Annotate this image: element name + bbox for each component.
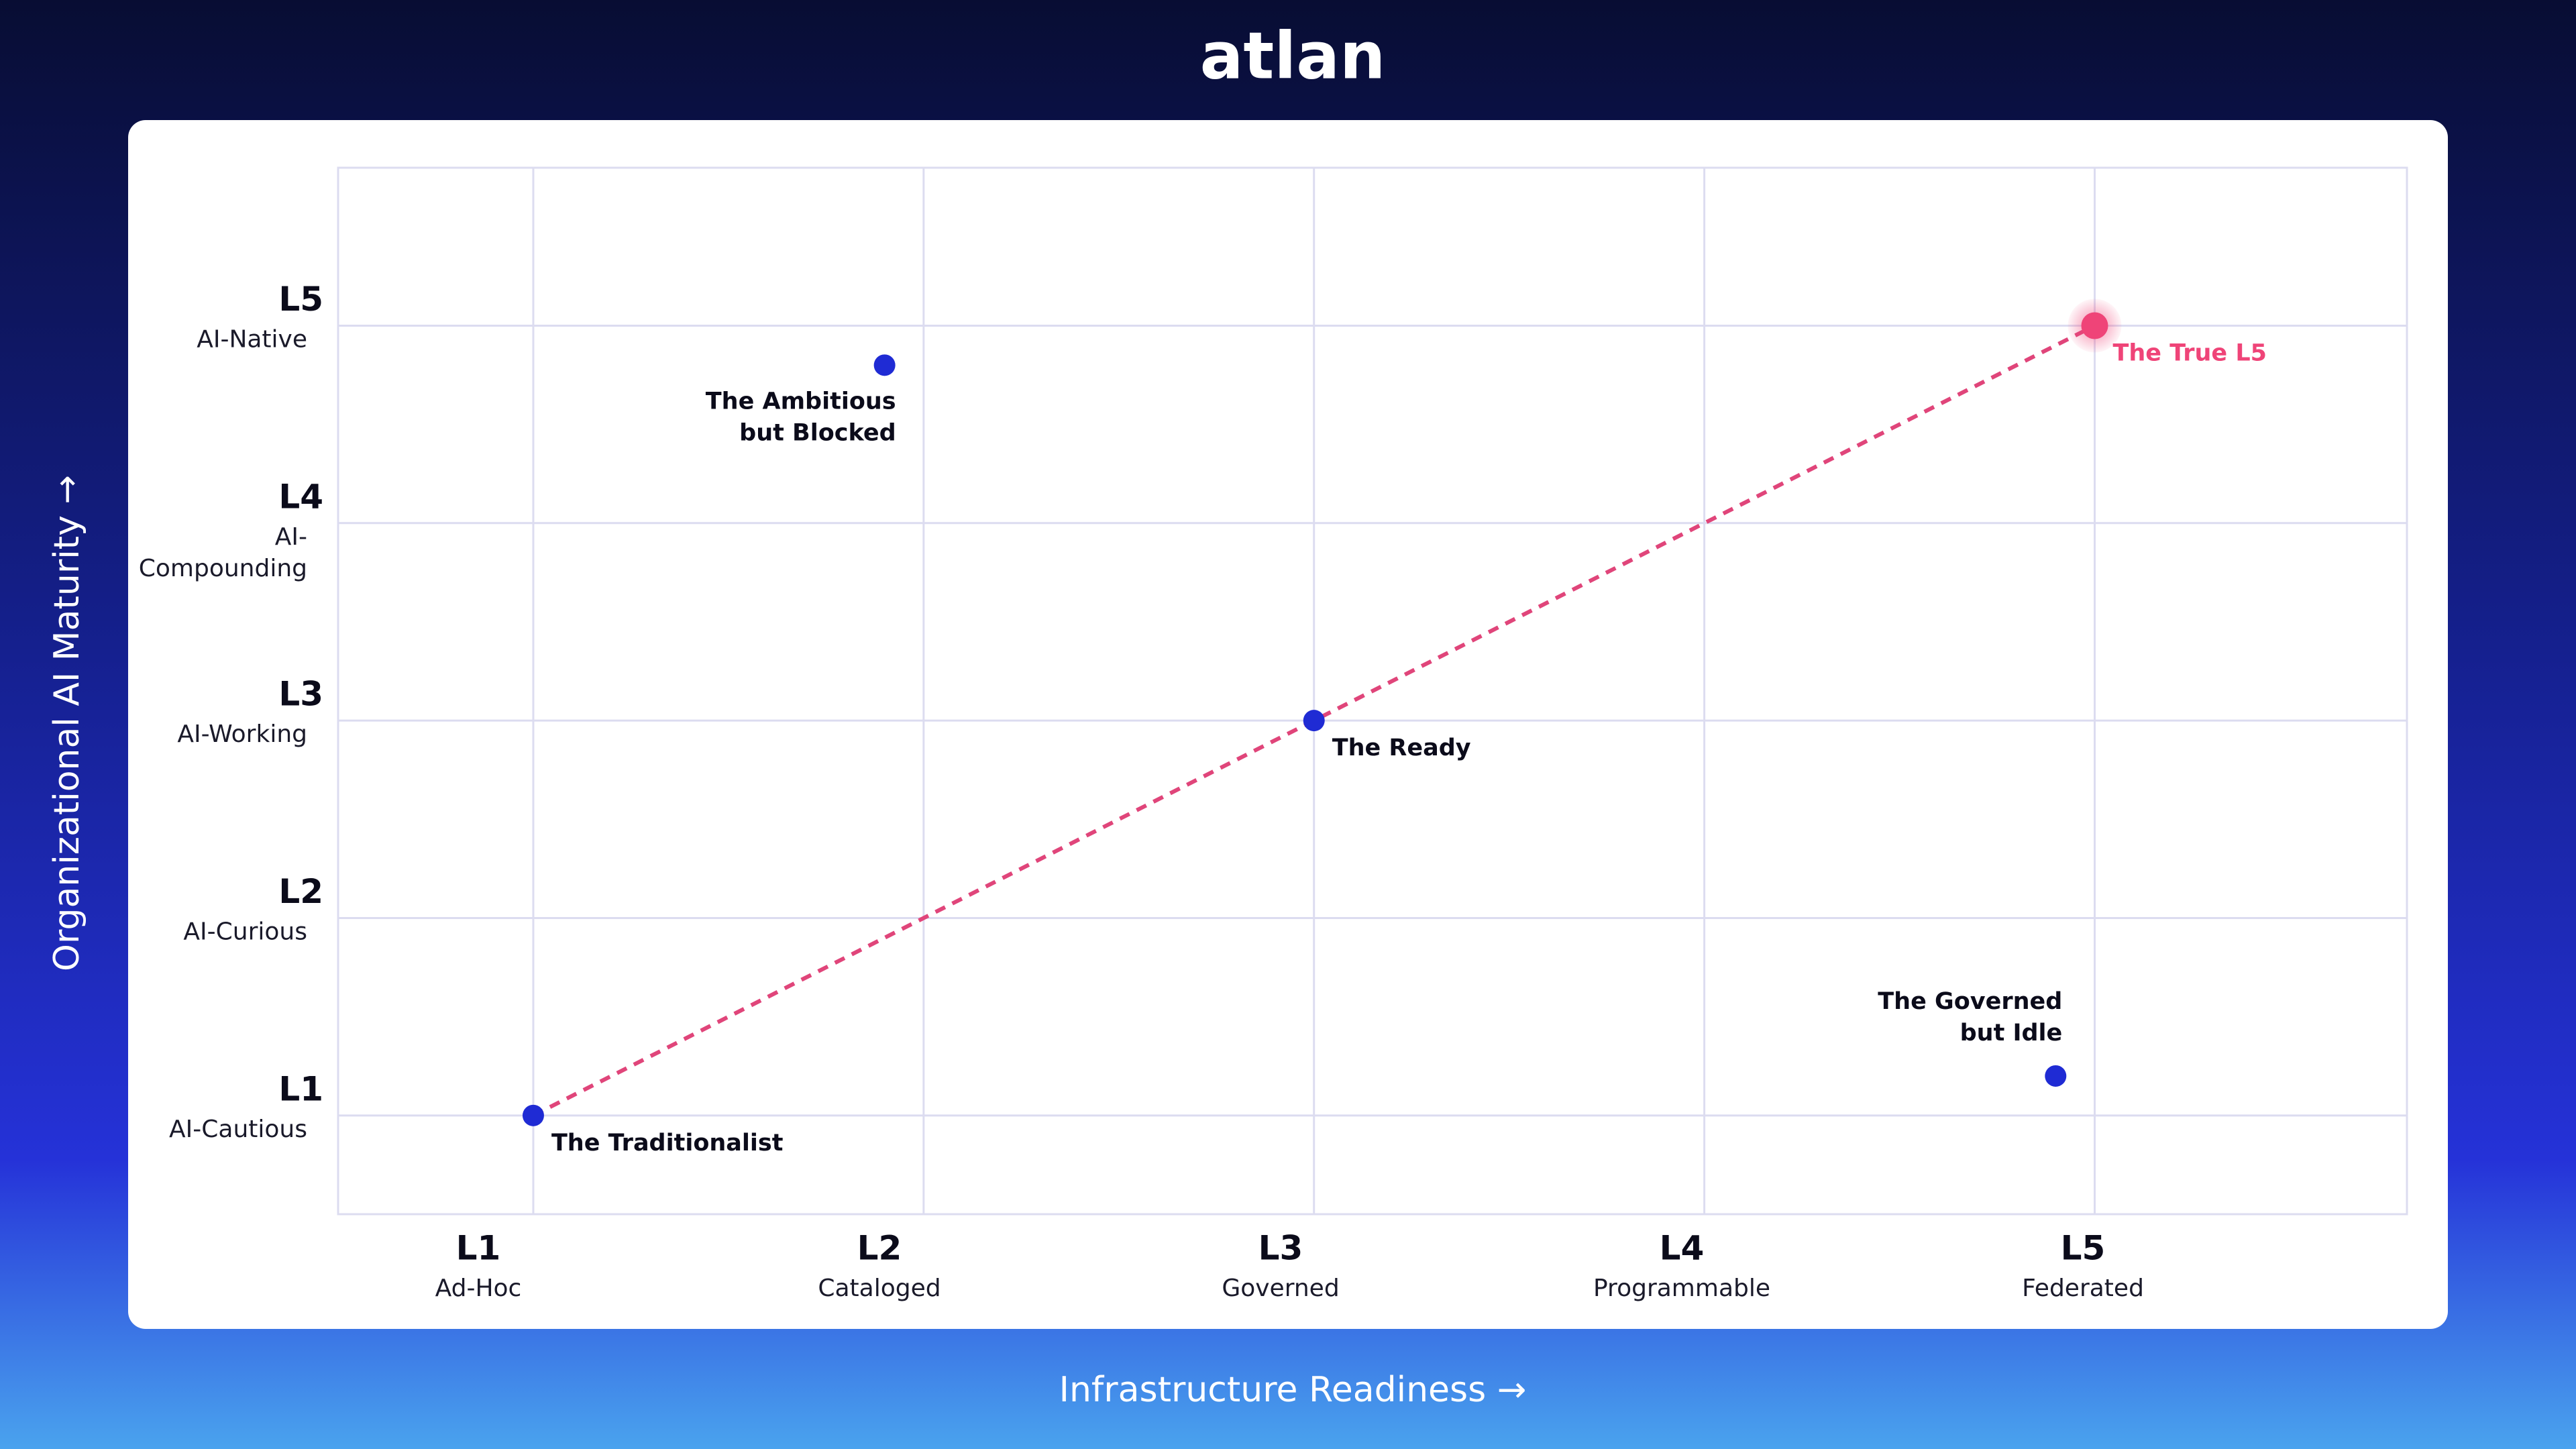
y-tick-label: L5 <box>278 280 323 319</box>
y-tick-sublabel: AI-Native <box>197 325 307 353</box>
y-tick-sublabel: AI-Cautious <box>169 1116 307 1143</box>
x-tick-label: L2 <box>857 1229 902 1268</box>
point <box>873 354 896 376</box>
x-tick-label: L4 <box>1660 1229 1705 1268</box>
point-label: The Ambitious <box>706 388 896 415</box>
point-label: but Idle <box>1960 1020 2063 1046</box>
y-tick-label: L3 <box>278 675 323 714</box>
y-tick-sublabel: AI-Working <box>177 720 307 748</box>
x-tick-sublabel: Federated <box>2022 1275 2144 1302</box>
y-axis-title: Organizational AI Maturity → <box>47 475 87 971</box>
x-tick-sublabel: Governed <box>1222 1275 1339 1302</box>
x-tick-sublabel: Ad-Hoc <box>435 1275 522 1302</box>
x-tick-label: L3 <box>1258 1229 1303 1268</box>
y-tick-label: L4 <box>278 477 323 516</box>
y-tick-sublabel: AI-Curious <box>183 918 307 945</box>
point <box>522 1104 544 1126</box>
y-tick-sublabel: Compounding <box>139 555 307 582</box>
point-label: The True L5 <box>2112 339 2267 366</box>
y-tick-sublabel: AI- <box>275 523 307 551</box>
point-label: but Blocked <box>739 419 896 446</box>
x-tick-sublabel: Programmable <box>1593 1275 1770 1302</box>
point-label: The Governed <box>1878 988 2062 1015</box>
trend-line <box>532 323 2096 1118</box>
point <box>1303 710 1325 732</box>
point-label: The Ready <box>1332 735 1471 761</box>
brand-logo: atlan <box>1200 18 1386 93</box>
plot-frame <box>337 166 2408 1216</box>
point-label: The Traditionalist <box>551 1130 784 1157</box>
x-tick-label: L5 <box>2061 1229 2106 1268</box>
x-axis-title: Infrastructure Readiness → <box>1059 1370 1527 1410</box>
x-tick-label: L1 <box>456 1229 501 1268</box>
point <box>2045 1065 2067 1087</box>
y-tick-label: L1 <box>278 1069 323 1108</box>
point <box>2081 312 2108 339</box>
x-tick-sublabel: Cataloged <box>818 1275 941 1302</box>
y-tick-label: L2 <box>278 872 323 911</box>
plot: L1 Ad-Hoc L2 Cataloged L3 Governed L4 Programma… <box>139 168 2407 1302</box>
